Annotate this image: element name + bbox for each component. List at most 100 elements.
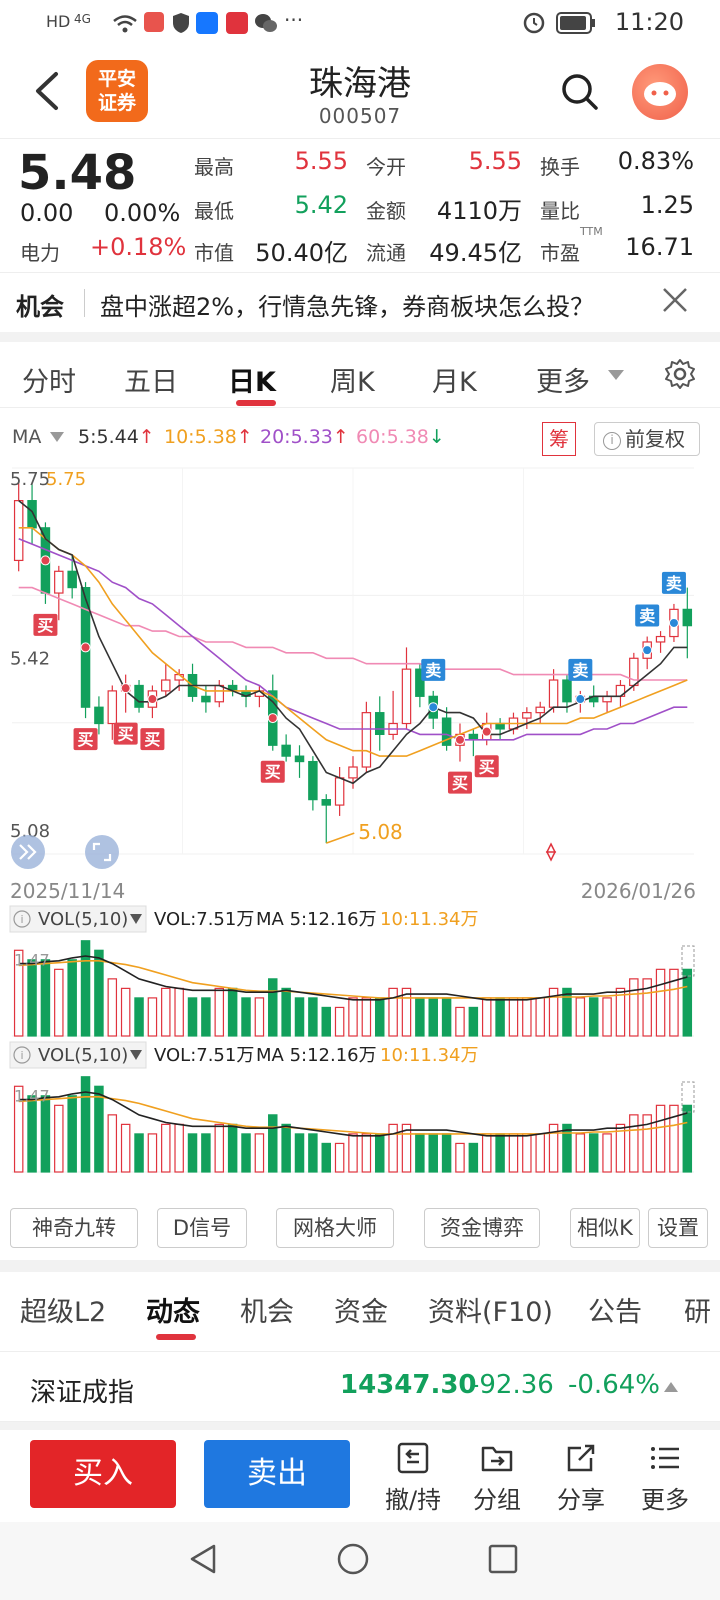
tab-research[interactable]: 研 (684, 1297, 711, 1328)
buy-signal-label: 买 (452, 774, 468, 793)
search-icon[interactable] (560, 72, 600, 112)
nav-back-icon[interactable] (186, 1542, 220, 1576)
volume-bar (562, 1123, 572, 1173)
volume-bar (134, 997, 144, 1037)
broker-logo[interactable]: 平安 证券 (86, 60, 148, 122)
broker-logo-line2: 证券 (97, 92, 136, 114)
nav-home-icon[interactable] (336, 1542, 370, 1576)
share-button[interactable]: 分享 (546, 1440, 616, 1515)
volume-bar (455, 1006, 465, 1037)
volume-bar (80, 1076, 91, 1173)
close-icon[interactable] (660, 285, 690, 315)
buy-signal-label: 买 (37, 616, 53, 635)
vol-indicator-label: VOL(5,10) (38, 1045, 128, 1066)
index-ticker[interactable]: 深证成指 14347.30 -92.36 -0.64% (0, 1352, 720, 1422)
ma10-arrow: ↑ (236, 426, 253, 448)
assistant-avatar[interactable] (632, 64, 688, 120)
min-price-annotation: 5.08 (358, 820, 403, 844)
candle (27, 500, 37, 529)
volume-bar (481, 1133, 492, 1173)
tab-announcement[interactable]: 公告 (588, 1297, 642, 1328)
y-axis-label-mid: 5.42 (10, 648, 50, 669)
sell-signal-tag (421, 658, 446, 681)
tab-more[interactable]: 更多 (536, 367, 590, 398)
hd-indicator: HD (46, 12, 71, 31)
tab-opportunity[interactable]: 机会 (240, 1297, 294, 1328)
tab-f10[interactable]: 资料(F10) (428, 1297, 553, 1328)
more-button[interactable]: 更多 (630, 1440, 700, 1515)
banner-text[interactable]: 盘中涨超2%，行情急先锋，券商板块怎么投？ (100, 293, 595, 321)
volume-bar (308, 1133, 318, 1173)
candle (214, 684, 225, 703)
section-gap (0, 332, 720, 342)
signal-dot (454, 734, 465, 745)
expand-up-icon[interactable] (664, 1382, 678, 1392)
current-price: 5.48 (18, 145, 137, 201)
vol-ma10-value: 10:11.34万 (380, 1045, 479, 1066)
volume-bar (254, 997, 265, 1037)
group-button[interactable]: 分组 (462, 1440, 532, 1515)
vol-ma5-value: MA 5:12.16万 (256, 1045, 377, 1066)
volume-bar (629, 1114, 639, 1173)
buy-button[interactable]: 买入 (30, 1440, 176, 1508)
chip-distribution-button[interactable]: 筹 (542, 422, 576, 456)
volume-bar (334, 1006, 345, 1037)
volume-bar (67, 1095, 77, 1173)
volume-bar (388, 987, 398, 1037)
volume-bar (615, 987, 626, 1037)
float-cap-label: 流通 (366, 241, 406, 265)
tab-daily-k[interactable]: 日K (228, 367, 276, 398)
sector-change[interactable]: +0.18% (90, 233, 187, 261)
tool-similar-k[interactable]: 相似K (570, 1208, 640, 1248)
tab-news[interactable]: 动态 (146, 1297, 200, 1328)
candle (13, 500, 24, 562)
volume-bar (187, 997, 198, 1037)
tab-level2[interactable]: 超级L2 (20, 1297, 107, 1328)
ma-selector[interactable]: MA (12, 426, 42, 448)
more-label: 更多 (641, 1486, 689, 1514)
vol-end-marker (681, 1081, 695, 1113)
tab-weekly-k[interactable]: 周K (330, 367, 375, 398)
volume-bar (54, 968, 64, 1037)
buy-signal-tag (447, 771, 472, 794)
signal-dot (120, 683, 131, 694)
nav-recents-icon[interactable] (486, 1542, 520, 1576)
amount-label: 金额 (366, 199, 406, 223)
volume-bar (308, 997, 318, 1037)
tab-five-day[interactable]: 五日 (124, 367, 178, 398)
opportunity-banner[interactable]: 机会 盘中涨超2%，行情急先锋，券商板块怎么投？ (0, 272, 720, 332)
volume-bar (94, 949, 104, 1037)
candle (161, 679, 171, 692)
sell-button[interactable]: 卖出 (204, 1440, 350, 1508)
volume-bar (348, 997, 358, 1037)
volume-bar (67, 959, 77, 1037)
market-cap-label: 市值 (194, 241, 234, 265)
price-adjust-selector[interactable]: i 前复权 (594, 422, 700, 456)
tool-settings[interactable]: 设置 (648, 1208, 708, 1248)
detail-tabs: 超级L2 动态 机会 资金 资料(F10) 公告 研 (0, 1272, 720, 1352)
tool-fund-game[interactable]: 资金博弈 (424, 1208, 540, 1248)
adjust-label: 前复权 (625, 427, 685, 451)
volume-bar (588, 997, 599, 1037)
ma-dropdown-icon[interactable] (50, 432, 64, 442)
back-arrow-icon[interactable] (28, 68, 68, 114)
tab-intraday[interactable]: 分时 (22, 367, 76, 398)
candle (67, 570, 77, 589)
y-axis-label-high: 5.75 (10, 469, 50, 490)
kline-chart[interactable]: 买买买买买卖买买卖卖卖5.755.425.085.755.082025/11/1… (0, 458, 720, 1178)
dropdown-caret-icon[interactable] (608, 370, 624, 380)
tab-capital[interactable]: 资金 (334, 1297, 388, 1328)
volume-bar (214, 1123, 225, 1173)
settings-gear-icon[interactable] (664, 358, 696, 390)
sector-label[interactable]: 电力 (20, 241, 60, 265)
tab-monthly-k[interactable]: 月K (432, 367, 477, 398)
vol-value: VOL:7.51万 (154, 909, 254, 930)
tool-d-signal[interactable]: D信号 (157, 1208, 247, 1248)
volume-bar (615, 1123, 626, 1173)
tool-grid-master[interactable]: 网格大师 (276, 1208, 394, 1248)
candle (548, 679, 559, 708)
shield-icon (173, 13, 189, 33)
system-nav-bar (0, 1522, 720, 1600)
cancel-hold-button[interactable]: 撤/持 (378, 1440, 448, 1515)
tool-nine-turn[interactable]: 神奇九转 (10, 1208, 138, 1248)
